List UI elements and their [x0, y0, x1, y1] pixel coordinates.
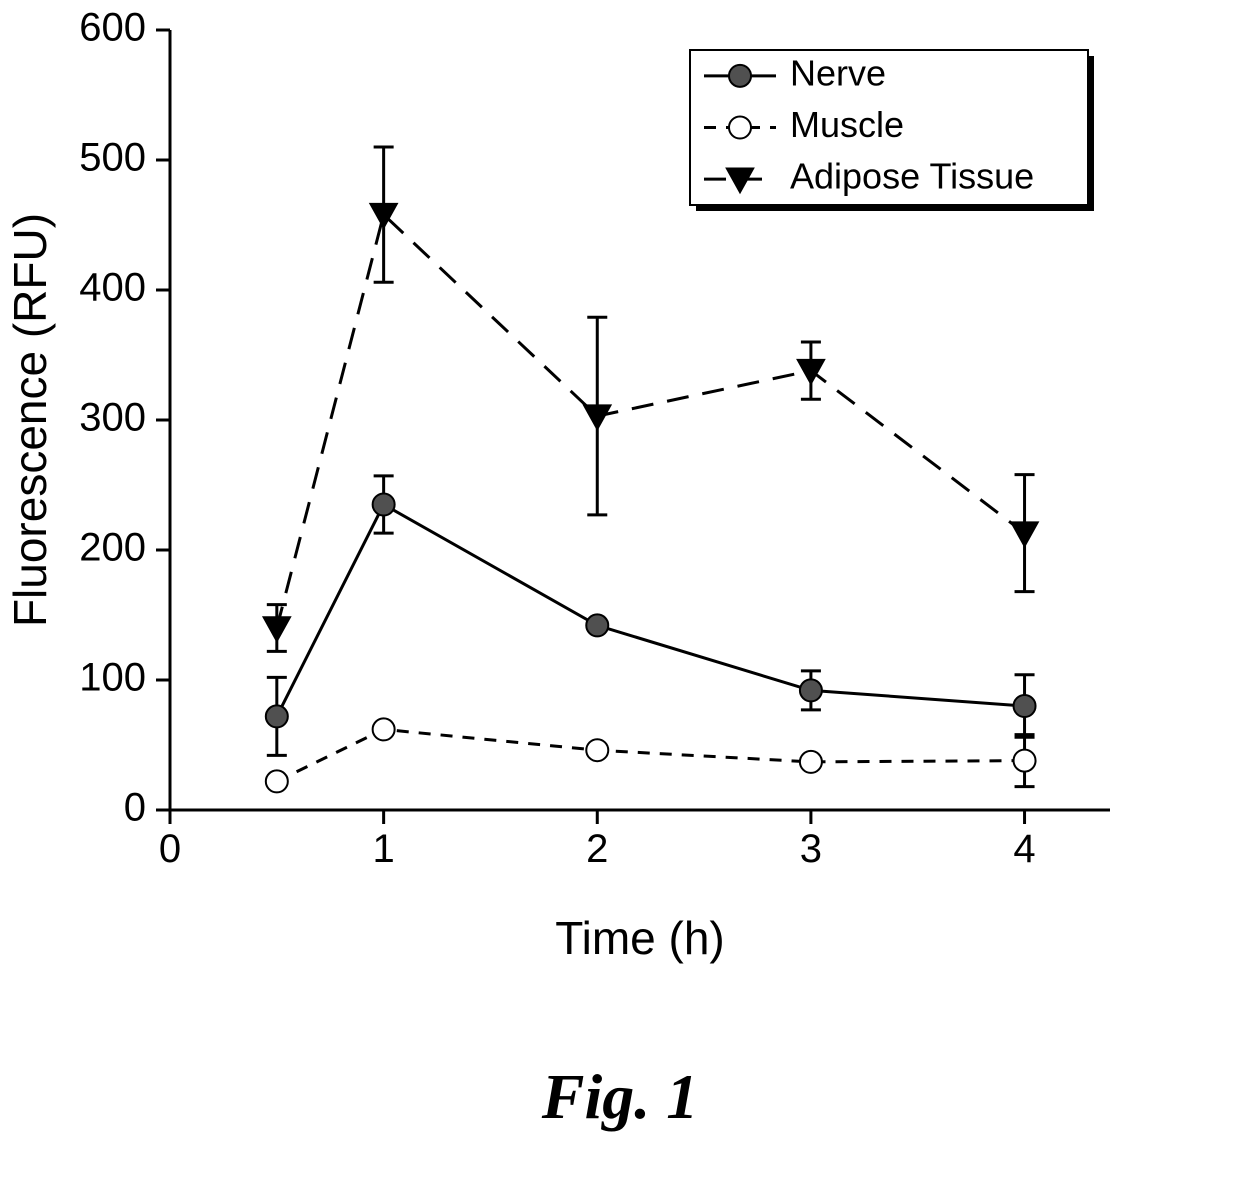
x-axis-label: Time (h)	[555, 912, 725, 964]
x-tick-label: 1	[373, 827, 395, 871]
page: 0 100 200 300 400 500 600 0 1 2 3 4 Time (h) Fluoresc…	[0, 0, 1240, 1185]
y-tick-label: 600	[79, 6, 146, 50]
x-tick-label: 0	[159, 827, 181, 871]
legend-label: Muscle	[790, 104, 904, 145]
y-axis-label: Fluorescence (RFU)	[4, 213, 56, 627]
y-tick-label: 400	[79, 266, 146, 310]
y-tick-label: 100	[79, 656, 146, 700]
y-tick-label: 500	[79, 136, 146, 180]
legend-label: Nerve	[790, 52, 886, 93]
y-tick-label: 0	[124, 786, 146, 830]
y-tick-label: 200	[79, 526, 146, 570]
y-tick-label: 300	[79, 396, 146, 440]
legend-label: Adipose Tissue	[790, 156, 1034, 197]
x-tick-label: 4	[1013, 827, 1035, 871]
figure-caption: Fig. 1	[0, 1060, 1240, 1134]
x-tick-label: 2	[586, 827, 608, 871]
chart-svg: 0 100 200 300 400 500 600 0 1 2 3 4 Time (h) Fluoresc…	[0, 0, 1240, 1185]
x-tick-label: 3	[800, 827, 822, 871]
